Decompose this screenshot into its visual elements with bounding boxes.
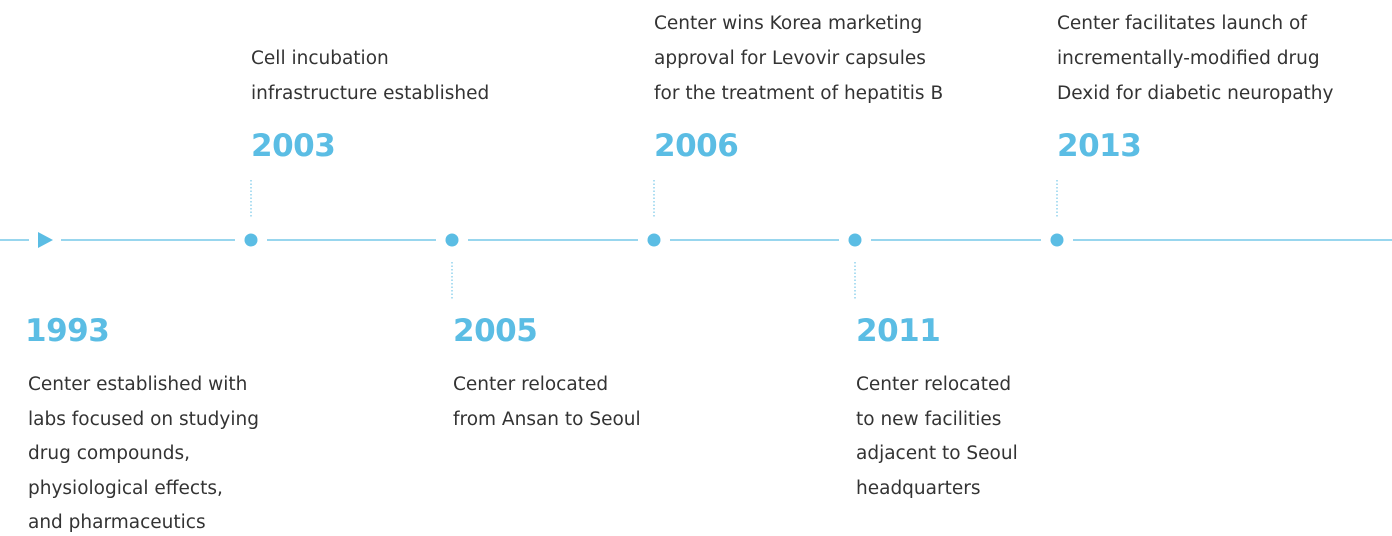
event-text: Center facilitates launch of — [1057, 13, 1307, 34]
event-text: infrastructure established — [251, 83, 490, 104]
event-text: for the treatment of hepatitis B — [654, 83, 944, 104]
event-text: Cell incubation — [251, 48, 389, 69]
event-text: Center wins Korea marketing — [654, 13, 923, 34]
event-year: 2006 — [654, 128, 739, 164]
node — [647, 233, 661, 247]
event-text: Center relocated — [453, 374, 609, 395]
event-text: headquarters — [856, 477, 981, 499]
event-text: drug compounds, — [28, 443, 190, 464]
event-text: from Ansan to Seoul — [453, 408, 641, 430]
event-text: Center established with — [28, 374, 248, 395]
event-text: Center relocated — [856, 374, 1012, 395]
event-text: to new facilities — [856, 408, 1002, 430]
node — [1050, 233, 1064, 247]
event-text: adjacent to Seoul — [856, 443, 1018, 464]
node — [244, 233, 258, 247]
event-year: 2005 — [453, 313, 538, 349]
event-text: and pharmaceutics — [28, 512, 206, 533]
node — [445, 233, 459, 247]
event-year: 2011 — [856, 313, 941, 349]
event-text: Dexid for diabetic neuropathy — [1057, 83, 1334, 104]
event-year: 2003 — [251, 128, 336, 164]
event-text: labs focused on studying — [28, 408, 259, 430]
start-marker — [38, 232, 53, 248]
node — [848, 233, 862, 247]
event-text: incrementally-modified drug — [1057, 48, 1320, 69]
event-year: 2013 — [1057, 128, 1142, 164]
event-text: physiological effects, — [28, 477, 223, 499]
event-text: approval for Levovir capsules — [654, 48, 926, 69]
event-year: 1993 — [25, 313, 110, 349]
